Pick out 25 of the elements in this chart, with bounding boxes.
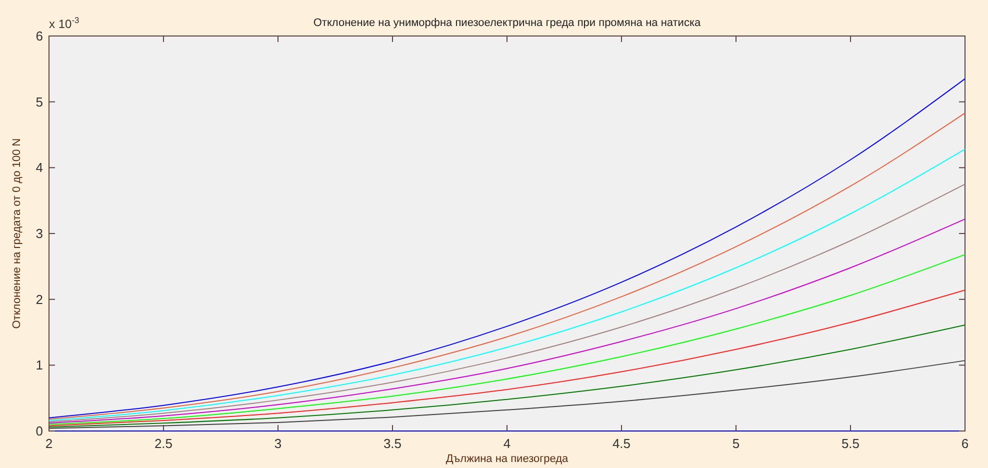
y-tick-label: 0 <box>36 424 43 439</box>
y-tick-label: 2 <box>36 292 43 307</box>
line-series <box>48 324 966 428</box>
y-tick-label: 1 <box>36 358 43 373</box>
x-tick-label: 2 <box>45 436 53 451</box>
x-axis-title: Дължина на пиезогреда <box>446 453 570 465</box>
x-tick-label: 4.5 <box>612 436 631 451</box>
y-tick-label: 3 <box>36 226 43 242</box>
x-tick-label: 2.5 <box>154 436 173 451</box>
x-tick-label: 6 <box>961 436 969 451</box>
x-tick-label: 5.5 <box>841 436 860 451</box>
x-tick-label: 5 <box>732 436 740 451</box>
y-tick-label: 4 <box>36 160 43 176</box>
x-tick-label: 3.5 <box>383 436 402 451</box>
text: x 10$^{-3}$ <box>49 15 80 31</box>
line-series <box>48 290 966 426</box>
y-axis-title: Отклонение на гредата от 0 до 100 N <box>11 138 23 329</box>
line-series <box>48 254 966 425</box>
line-series <box>48 360 966 429</box>
y-tick-label: 6 <box>36 28 43 44</box>
chart-title: Отклонение на униморфна пиезоелектрична греда при промяна на натиска <box>313 17 702 29</box>
line-series <box>48 218 966 424</box>
x-tick-label: 4 <box>503 436 511 451</box>
x-tick-label: 3 <box>274 436 282 451</box>
y-tick-label: 5 <box>36 94 43 110</box>
